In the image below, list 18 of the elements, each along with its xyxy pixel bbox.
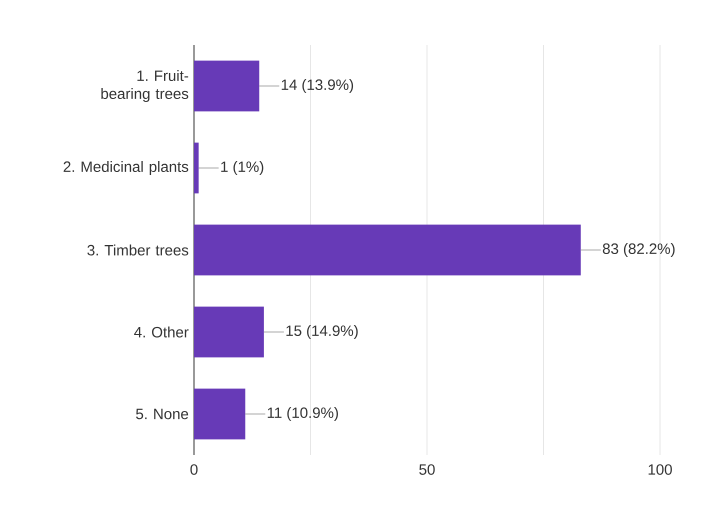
y-tick-label: 4. Other xyxy=(134,326,189,338)
data-label: 83 (82.2%) xyxy=(602,243,675,257)
bar xyxy=(194,142,199,194)
y-tick-label: 5. None xyxy=(136,408,188,420)
x-tick-label: 50 xyxy=(419,464,435,475)
bar xyxy=(194,60,260,112)
x-tick-label: 0 xyxy=(190,464,198,475)
data-label: 1 (1%) xyxy=(221,161,264,175)
data-label: 11 (10.9%) xyxy=(268,407,338,421)
y-tick-label: 2. Medicinal plants xyxy=(64,161,188,175)
bar xyxy=(194,224,581,276)
y-tick-label: 3. Timber trees xyxy=(87,244,188,256)
x-tick-label: 100 xyxy=(648,464,672,475)
bar xyxy=(194,388,246,440)
data-label: 14 (13.9%) xyxy=(282,79,354,93)
y-tick-label: 1. Fruit-bearing trees xyxy=(101,70,188,102)
bar xyxy=(194,306,264,358)
data-label: 15 (14.9%) xyxy=(286,325,358,339)
